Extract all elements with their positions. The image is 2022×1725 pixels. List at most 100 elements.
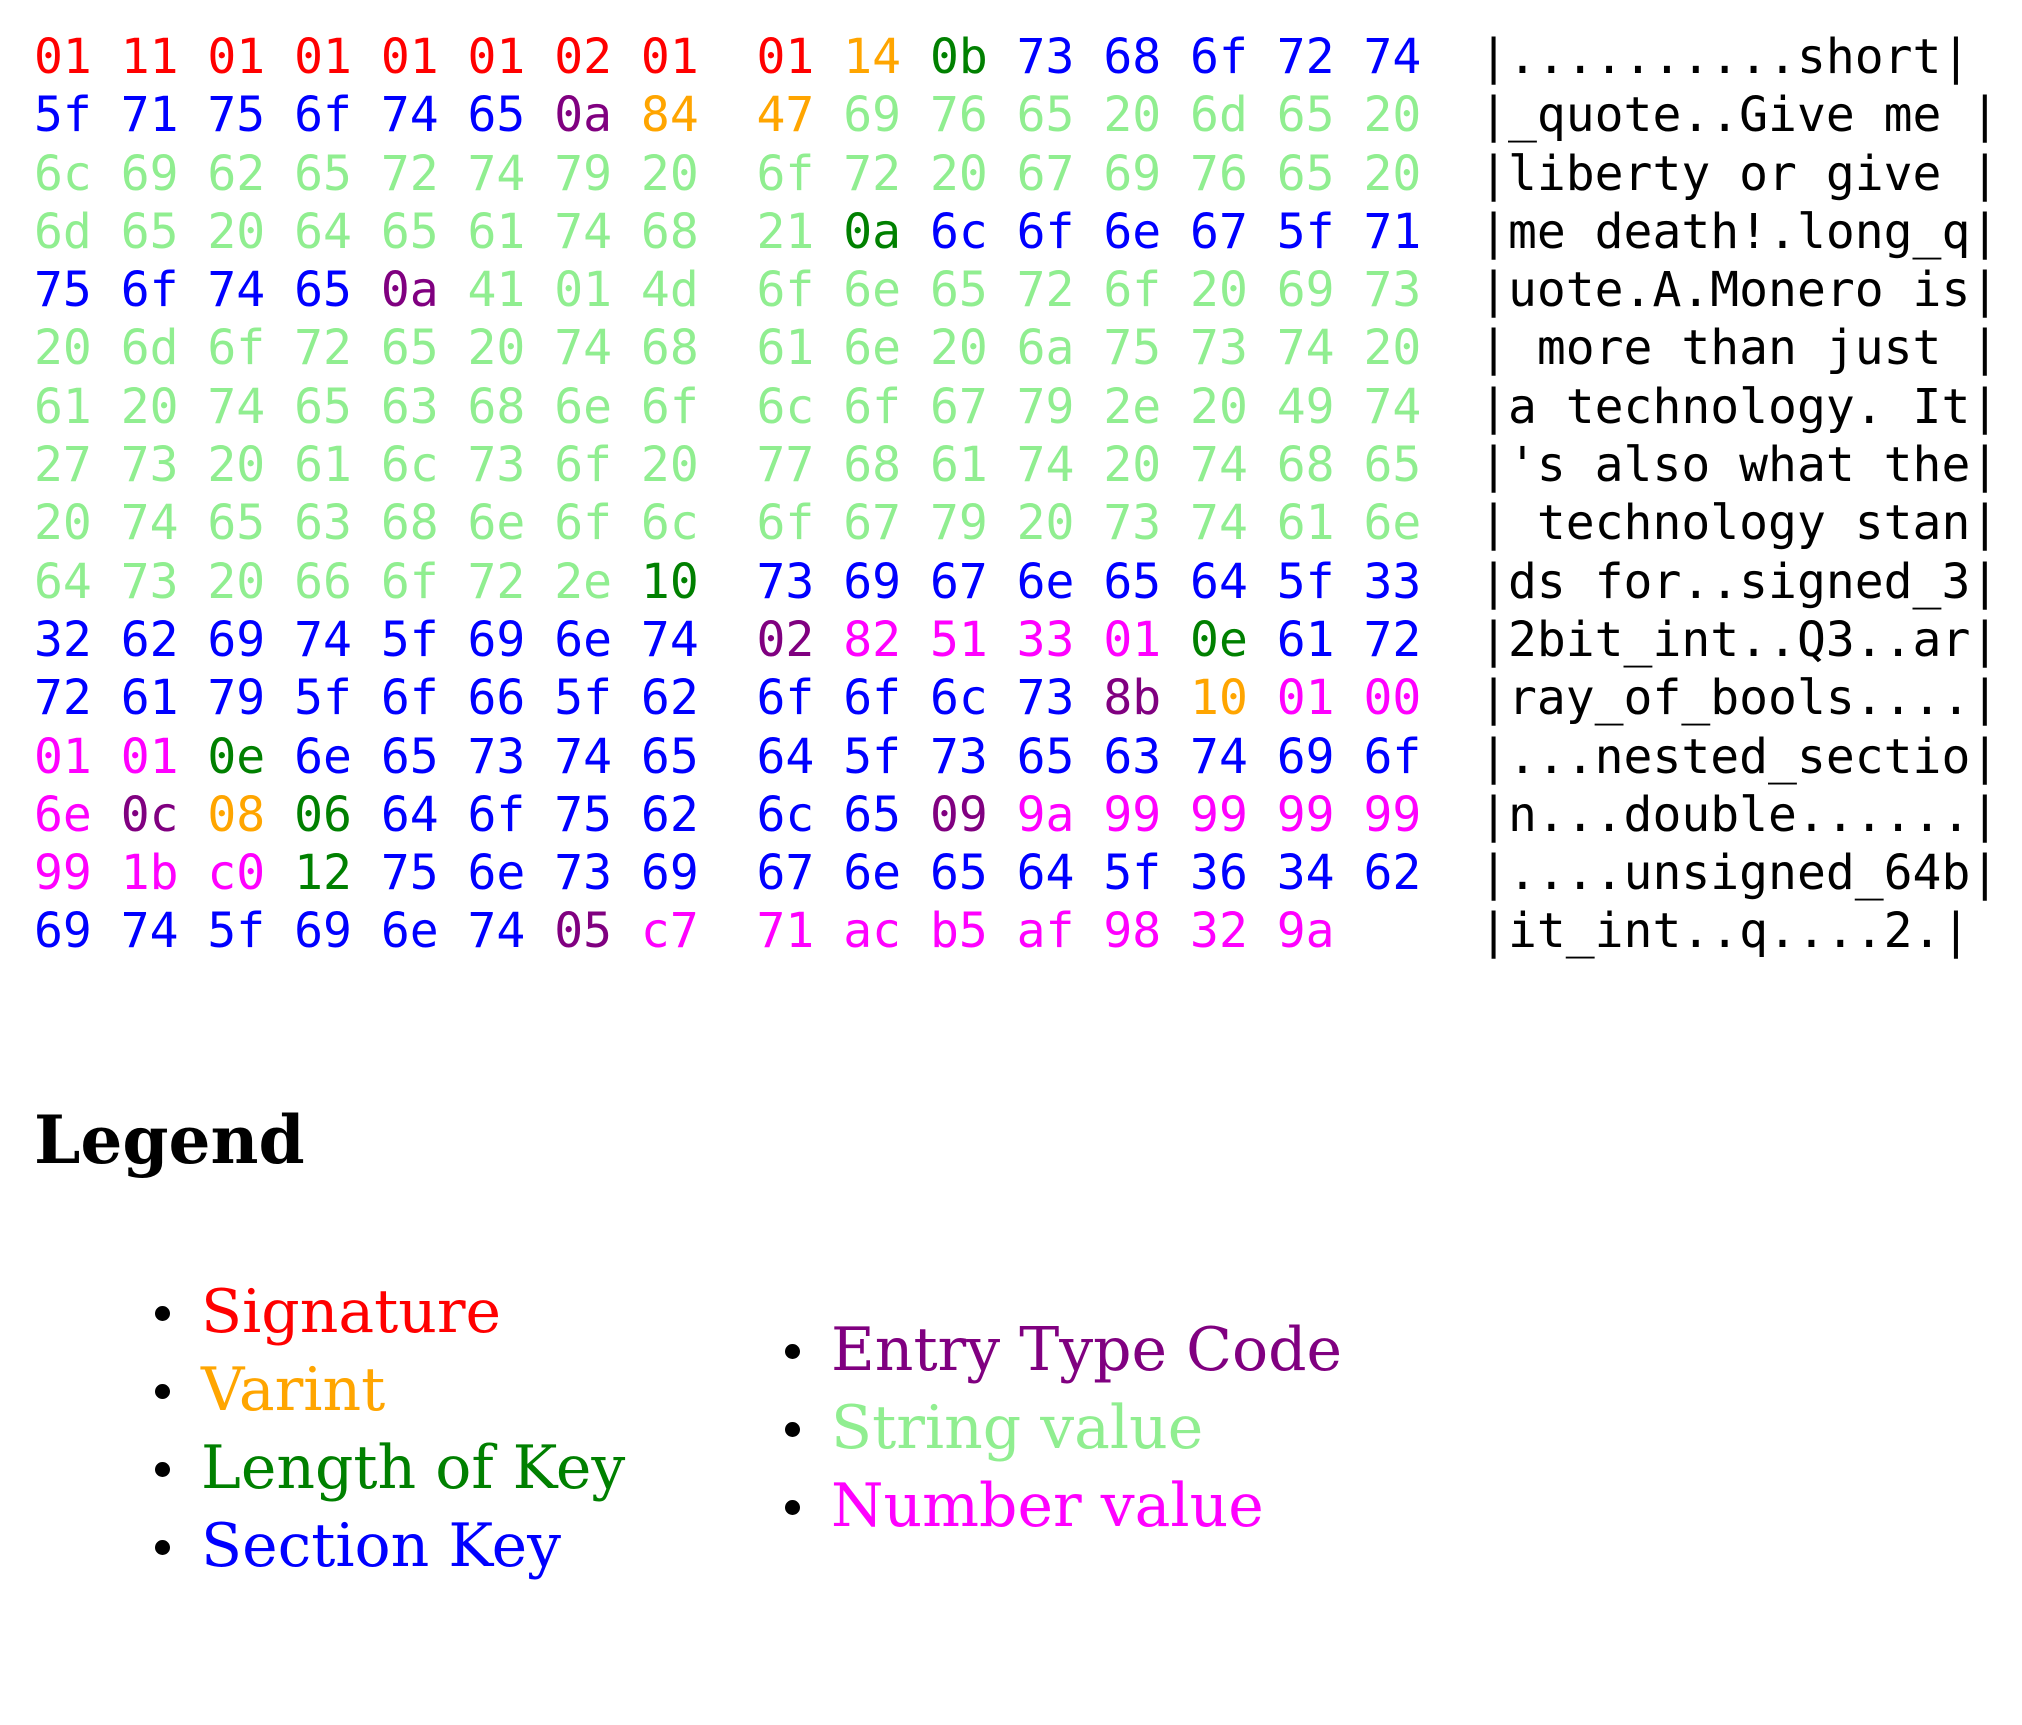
hex-row: 32 62 69 74 5f 69 6e 74 02 82 51 33 01 0… — [34, 611, 1999, 669]
ascii-column: |ray_of_bools....| — [1479, 670, 2000, 727]
hex-byte: 73 — [929, 728, 988, 785]
hex-byte: 02 — [554, 29, 613, 85]
ascii-column: |_quote..Give me | — [1479, 87, 2000, 144]
hex-byte: 6f — [640, 378, 699, 435]
ascii-column: |a technology. It| — [1479, 378, 2000, 435]
hex-row: 6d 65 20 64 65 61 74 68 21 0a 6c 6f 6e 6… — [34, 203, 1999, 261]
hex-byte: 84 — [640, 87, 699, 144]
hex-byte: 6f — [756, 670, 815, 727]
hex-byte: 2e — [554, 553, 613, 610]
hex-byte: 63 — [1103, 728, 1162, 785]
hex-byte: 72 — [34, 670, 92, 727]
hex-byte: 73 — [120, 553, 179, 610]
hex-byte: 71 — [1363, 203, 1422, 260]
hex-byte: 5f — [207, 903, 266, 960]
hex-byte: af — [1016, 903, 1075, 960]
hex-byte: 6c — [640, 495, 699, 552]
hex-byte: 74 — [120, 903, 179, 960]
legend-list-left: Signature Varint Length of Key Section Key — [155, 1273, 625, 1585]
hex-byte: 6f — [1190, 29, 1248, 85]
hex-byte: 6d — [1190, 87, 1248, 144]
hex-byte: 61 — [34, 378, 92, 435]
hex-byte: 20 — [1103, 87, 1162, 144]
hex-byte: 65 — [1103, 553, 1162, 610]
legend-item: String value — [785, 1389, 1342, 1467]
hex-byte: 63 — [380, 378, 439, 435]
hex-byte: 62 — [1363, 845, 1422, 902]
hex-byte: 64 — [1190, 553, 1248, 610]
hex-byte: 73 — [1016, 670, 1075, 727]
legend-item: Signature — [155, 1273, 625, 1351]
hex-byte: 27 — [34, 437, 92, 494]
hex-byte: 65 — [1016, 87, 1075, 144]
hex-byte: 6f — [1016, 203, 1075, 260]
hex-byte: 20 — [1190, 378, 1248, 435]
hex-byte: 99 — [1103, 786, 1162, 843]
hex-byte: 20 — [929, 320, 988, 377]
hex-byte: 99 — [34, 845, 92, 902]
hex-byte: 6c — [380, 437, 439, 494]
hex-byte: 74 — [1190, 437, 1248, 494]
hex-byte: 65 — [207, 495, 266, 552]
hex-byte: 14 — [843, 29, 902, 85]
hex-byte: 65 — [294, 145, 352, 202]
hex-byte: 67 — [1016, 145, 1075, 202]
hex-byte: 36 — [1190, 845, 1248, 902]
hex-byte: ac — [843, 903, 902, 960]
hex-byte: 79 — [554, 145, 613, 202]
hex-byte: 20 — [207, 437, 266, 494]
hex-byte: 6e — [843, 320, 902, 377]
hex-byte: 72 — [843, 145, 902, 202]
hex-byte: 74 — [380, 87, 439, 144]
hex-byte: 66 — [294, 553, 352, 610]
hex-byte: 71 — [120, 87, 179, 144]
hex-byte: 65 — [294, 378, 352, 435]
hex-byte: 9a — [1016, 786, 1075, 843]
hex-byte: 74 — [640, 611, 699, 668]
hex-byte: 6f — [294, 87, 352, 144]
hex-byte: 75 — [207, 87, 266, 144]
legend-list-right: Entry Type Code String value Number value — [785, 1311, 1342, 1545]
hex-byte: 6f — [1103, 262, 1162, 319]
hex-byte: 72 — [467, 553, 526, 610]
hex-byte: 6f — [554, 495, 613, 552]
hex-byte: 74 — [1276, 320, 1335, 377]
hex-byte: 32 — [34, 611, 92, 668]
hex-byte: 65 — [380, 728, 439, 785]
hex-byte: 65 — [929, 845, 988, 902]
ascii-column: |uote.A.Monero is| — [1479, 262, 2000, 319]
hex-byte: 73 — [1016, 29, 1075, 85]
hex-byte: 74 — [1190, 728, 1248, 785]
hex-byte: 65 — [1016, 728, 1075, 785]
hex-byte: 65 — [380, 320, 439, 377]
hex-byte: 74 — [207, 378, 266, 435]
legend-item: Number value — [785, 1467, 1342, 1545]
hex-byte: 6f — [554, 437, 613, 494]
hex-byte: 74 — [554, 203, 613, 260]
hex-byte: 33 — [1016, 611, 1075, 668]
hex-byte: 73 — [1103, 495, 1162, 552]
hex-byte: 6e — [554, 611, 613, 668]
hex-byte: 68 — [1103, 29, 1162, 85]
ascii-column: |..........short| — [1479, 29, 1971, 85]
ascii-column: | more than just | — [1479, 320, 2000, 377]
hex-byte: 01 — [467, 29, 526, 85]
hex-byte: 62 — [640, 786, 699, 843]
hex-byte: 6f — [467, 786, 526, 843]
hex-byte: 74 — [467, 903, 526, 960]
hex-byte: 99 — [1276, 786, 1335, 843]
hex-byte: 0a — [380, 262, 439, 319]
hex-byte: 20 — [34, 495, 92, 552]
legend-item: Entry Type Code — [785, 1311, 1342, 1389]
hex-byte: 69 — [843, 87, 902, 144]
hex-byte: 5f — [1276, 553, 1335, 610]
hex-byte: 1b — [120, 845, 179, 902]
hex-byte: 61 — [467, 203, 526, 260]
hex-byte: 51 — [929, 611, 988, 668]
hex-byte: 72 — [1276, 29, 1335, 85]
hex-byte: 01 — [1103, 611, 1162, 668]
hex-byte: 6e — [1103, 203, 1162, 260]
hex-byte: 01 — [34, 29, 92, 85]
hex-byte: 21 — [756, 203, 815, 260]
hex-byte: 72 — [1016, 262, 1075, 319]
